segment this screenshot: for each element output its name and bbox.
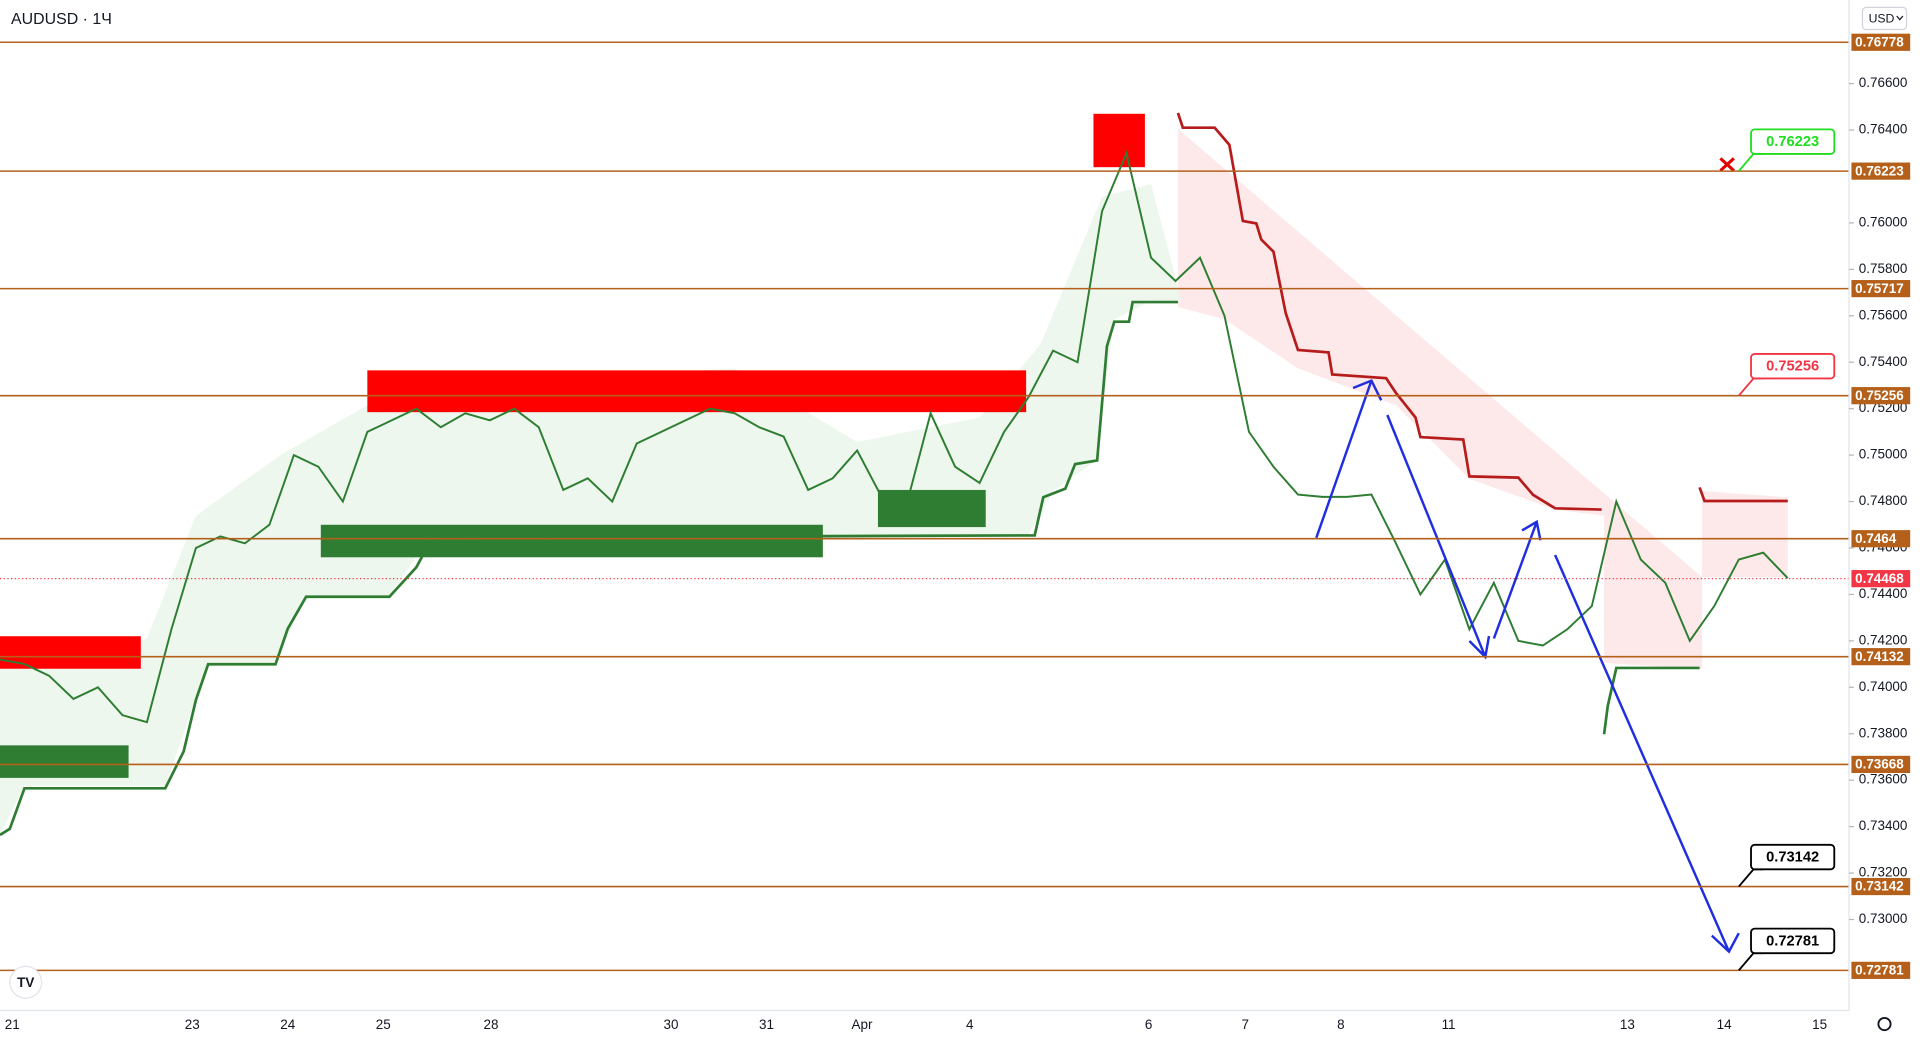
callout-box <box>1750 128 1836 155</box>
dropdown-caret <box>1896 15 1904 21</box>
symbol-title: AUDUSD · 1Ч <box>11 11 112 28</box>
callout-box <box>1750 843 1836 871</box>
x-tick-label: 24 <box>280 1017 295 1032</box>
y-tick-label: 0.73400 <box>1859 818 1908 833</box>
level-label: 0.76778 <box>1855 34 1904 49</box>
callout-label: 0.72781 <box>1766 933 1819 949</box>
zone <box>877 489 986 528</box>
level-label-bg <box>1851 162 1911 180</box>
price-line <box>0 150 1789 724</box>
x-tick-label: 7 <box>1242 1017 1249 1032</box>
level-label: 0.73142 <box>1855 879 1904 894</box>
price-labels: 0.76600 0.76400 0.76000 0.75800 0.75600 0.754… <box>1848 33 1911 979</box>
x-tick-label: 21 <box>5 1017 20 1032</box>
y-tick-label: 0.75400 <box>1859 354 1908 369</box>
settings-icon[interactable] <box>1877 1016 1892 1032</box>
zone <box>1093 113 1145 168</box>
y-tick-label: 0.76400 <box>1859 122 1908 137</box>
y-tick-label: 0.73600 <box>1859 772 1908 787</box>
level-label-bg <box>1851 530 1911 548</box>
ui: AUDUSD · 1Ч USD TV <box>9 6 1908 1032</box>
level-label-bg <box>1851 648 1911 666</box>
currency-button[interactable] <box>1861 6 1908 31</box>
level-label: 0.73668 <box>1855 757 1904 772</box>
y-tick-label: 0.75000 <box>1859 447 1908 462</box>
level-label-bg <box>1851 755 1911 773</box>
y-tick-label: 0.74200 <box>1859 632 1908 647</box>
y-tick-label: 0.75800 <box>1859 261 1908 276</box>
zone <box>367 370 1027 413</box>
callout-box <box>1750 927 1836 955</box>
callout-box <box>1750 352 1836 380</box>
trend-fill-bear <box>1177 128 1788 670</box>
currency-label[interactable]: USD <box>1869 11 1895 25</box>
callout-label: 0.75256 <box>1766 359 1819 375</box>
x-tick-label: 30 <box>664 1017 679 1032</box>
x-tick-label: 15 <box>1812 1017 1827 1032</box>
last-price-label-bg <box>1851 570 1911 588</box>
level-label-bg <box>1851 33 1911 51</box>
logo[interactable] <box>9 965 43 999</box>
zone <box>320 524 823 558</box>
x-tick-label: 25 <box>376 1017 391 1032</box>
x-tick-label: 31 <box>759 1017 774 1032</box>
x-tick-label: Apr <box>852 1017 873 1032</box>
y-tick-label: 0.74000 <box>1859 679 1908 694</box>
arrow <box>1492 519 1542 639</box>
y-tick-label: 0.76000 <box>1859 214 1908 229</box>
y-tick-label: 0.73800 <box>1859 725 1908 740</box>
level-label-bg <box>1851 961 1911 979</box>
level-label-bg <box>1851 280 1911 298</box>
level-label: 0.76223 <box>1855 163 1904 178</box>
y-tick-label: 0.73000 <box>1859 911 1908 926</box>
time-axis-bg <box>0 1010 1920 1040</box>
y-tick-label: 0.74800 <box>1859 493 1908 508</box>
zone <box>0 745 129 778</box>
supertrend <box>0 112 1788 837</box>
x-tick-label: 4 <box>966 1017 974 1032</box>
level-label: 0.72781 <box>1855 963 1904 978</box>
level-label-bg <box>1851 387 1911 405</box>
level-label: 0.75717 <box>1855 281 1904 296</box>
arrow <box>1553 554 1740 954</box>
support-line <box>0 300 1178 837</box>
resistance-line <box>1698 487 1788 503</box>
x-tick-label: 28 <box>484 1017 499 1032</box>
x-tick-label: 13 <box>1620 1017 1635 1032</box>
y-tick-label: 0.75600 <box>1859 307 1908 322</box>
x-tick-label: 14 <box>1717 1017 1732 1032</box>
last-price-label: 0.74468 <box>1855 571 1904 586</box>
level-label-bg <box>1851 877 1911 896</box>
x-tick-label: 23 <box>185 1017 200 1032</box>
time-labels: 21 23 24 25 28 30 31 Apr 4 6 7 8 11 13 14 15 <box>5 1017 1827 1032</box>
level-label: 0.74132 <box>1855 649 1904 664</box>
projection-arrows <box>1315 157 1740 954</box>
stop-mark <box>1719 157 1735 172</box>
y-tick-label: 0.73200 <box>1859 865 1908 880</box>
y-tick-label: 0.76600 <box>1859 75 1908 90</box>
x-tick-label: 8 <box>1337 1017 1344 1032</box>
trend-fill-bull <box>0 184 1182 835</box>
series <box>0 150 1789 724</box>
x-tick-label: 6 <box>1145 1017 1152 1032</box>
x-tick-label: 11 <box>1442 1017 1456 1032</box>
arrow <box>1315 379 1383 539</box>
callout-label: 0.73142 <box>1766 850 1819 866</box>
callout-label: 0.76223 <box>1766 134 1819 150</box>
level-label: 0.75256 <box>1855 388 1904 403</box>
y-tick-label: 0.74400 <box>1859 586 1908 601</box>
resistance-line <box>1176 112 1602 511</box>
level-label: 0.7464 <box>1855 531 1897 546</box>
levels: 0.76223 0.75256 0.73142 0.72781 <box>0 41 1849 972</box>
logo-mark: TV <box>17 975 34 990</box>
